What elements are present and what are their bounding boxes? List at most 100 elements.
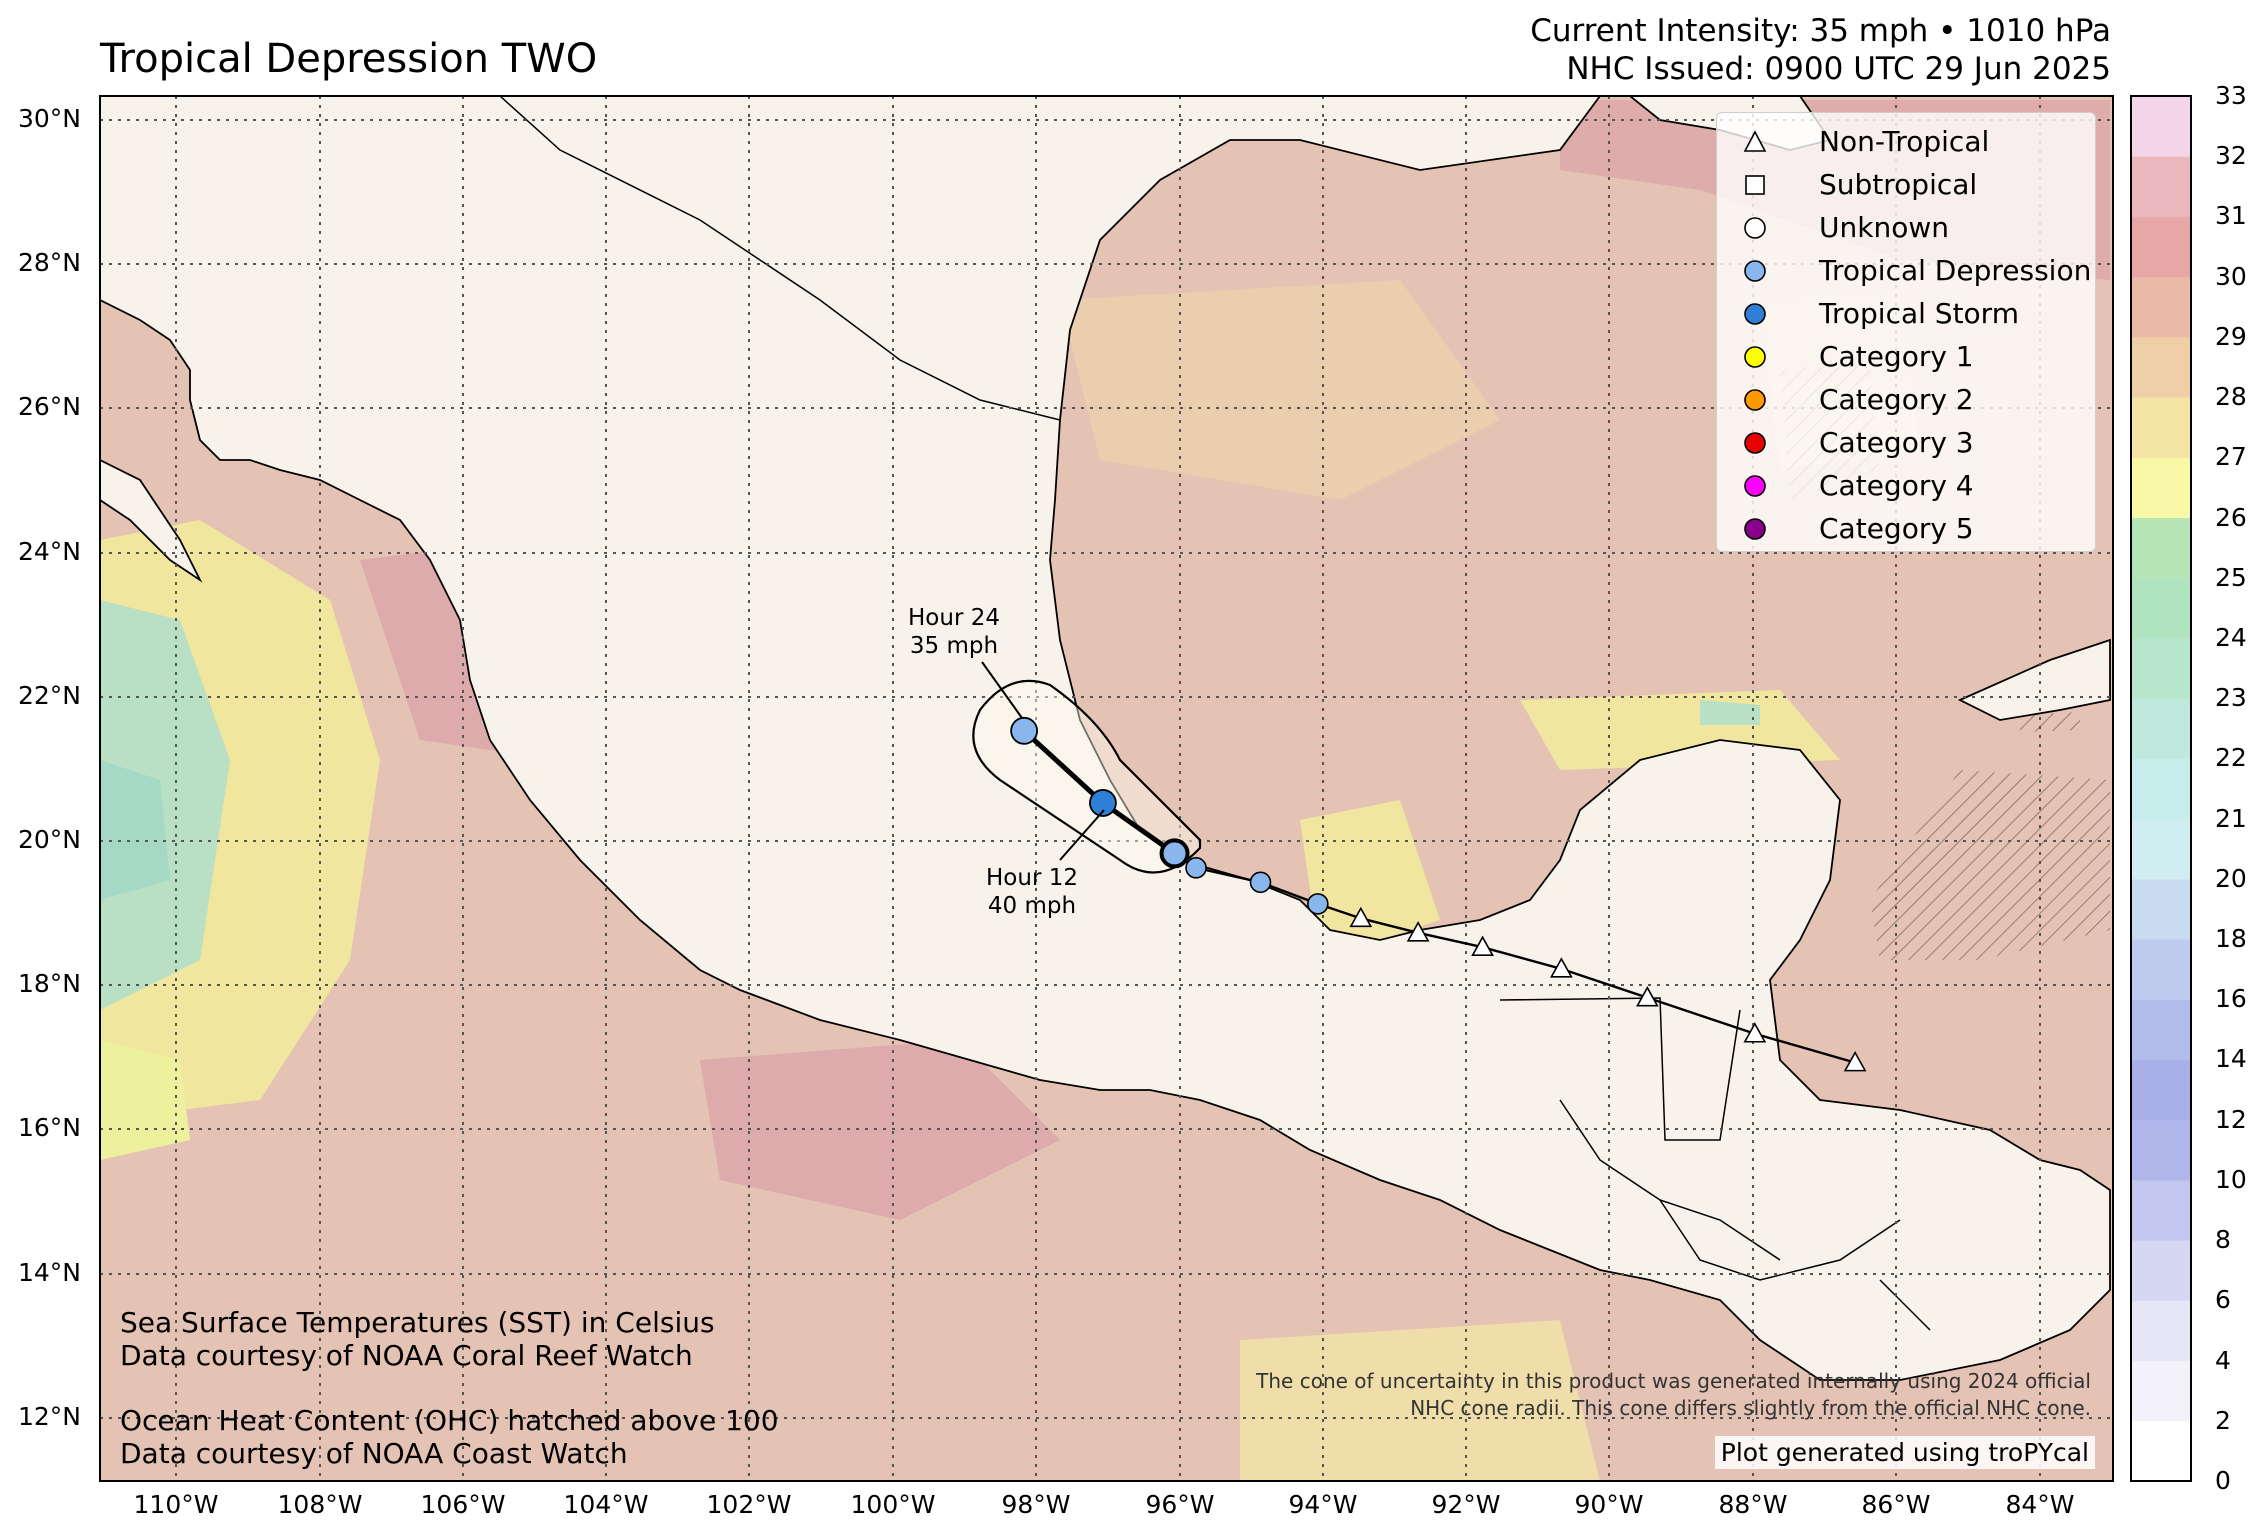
- lat-tick-label: 20°N: [18, 825, 82, 854]
- colorbar-segment: [2131, 878, 2191, 940]
- sst-note-line2: Data courtesy of NOAA Coral Reef Watch: [120, 1339, 693, 1372]
- circle-icon: [1744, 432, 1766, 454]
- hour-12-annotation: Hour 12 40 mph: [986, 864, 1078, 920]
- plot-credit: Plot generated using troPYcal: [1714, 1436, 2095, 1469]
- track-history-point: [1249, 871, 1272, 894]
- gridlines: [100, 96, 2113, 1481]
- circle-icon: [1744, 518, 1766, 540]
- legend: Non-Tropical Subtropical Unknown Tropica…: [1716, 112, 2096, 552]
- lon-tick-label: 84°W: [2005, 1490, 2075, 1519]
- legend-label: Category 1: [1819, 340, 1974, 373]
- colorbar-tick-label: 4: [2215, 1345, 2231, 1375]
- lon-tick-label: 90°W: [1574, 1490, 1644, 1519]
- map-frame: [99, 95, 2114, 1482]
- colorbar-tick-label: 28: [2215, 382, 2247, 412]
- lat-tick-label: 12°N: [18, 1402, 82, 1431]
- sst-note: Sea Surface Temperatures (SST) in Celsiu…: [120, 1306, 715, 1372]
- lon-tick-label: 100°W: [850, 1490, 936, 1519]
- lat-tick-label: 26°N: [18, 392, 82, 421]
- track-history-point: [1406, 921, 1430, 942]
- colorbar-tick-label: 18: [2215, 924, 2247, 954]
- colorbar-segment: [2131, 1179, 2191, 1241]
- colorbar-tick-label: 33: [2215, 81, 2247, 110]
- colorbar-segment: [2131, 758, 2191, 820]
- track-history-point: [1471, 935, 1494, 956]
- track-history-point: [1550, 957, 1573, 978]
- hour-12-leader: [1059, 809, 1105, 861]
- colorbar-tick-label: 29: [2215, 321, 2247, 351]
- legend-item-category-1: Category 1: [1717, 336, 2095, 379]
- legend-label: Category 3: [1819, 426, 1974, 459]
- colorbar-segment: [2131, 818, 2191, 880]
- circle-icon: [1744, 260, 1766, 282]
- page-title: Tropical Depression TWO: [100, 36, 598, 82]
- lat-tick-label: 28°N: [18, 248, 82, 277]
- track-history-point: [1843, 1050, 1867, 1072]
- lat-tick-label: 22°N: [18, 681, 82, 710]
- lon-tick-label: 96°W: [1145, 1490, 1215, 1519]
- legend-label: Category 5: [1819, 512, 1974, 545]
- colorbar-segment: [2131, 216, 2191, 278]
- colorbar-segment: [2131, 1360, 2191, 1422]
- legend-label: Subtropical: [1819, 168, 1978, 201]
- cone-disclaimer: The cone of uncertainty in this product …: [1256, 1368, 2091, 1422]
- colorbar-segment: [2131, 1240, 2191, 1301]
- colorbar-segment: [2131, 1059, 2191, 1121]
- triangle-icon: [1743, 130, 1767, 152]
- lon-tick-label: 102°W: [706, 1490, 792, 1519]
- track-history-point: [1743, 1022, 1767, 1043]
- forecast-point: [1010, 716, 1039, 745]
- colorbar-segment: [2131, 1300, 2191, 1362]
- legend-item-non-tropical: Non-Tropical: [1717, 121, 2095, 164]
- lat-tick-label: 14°N: [18, 1258, 82, 1287]
- colorbar-segment: [2131, 577, 2191, 639]
- colorbar-tick-label: 12: [2215, 1104, 2247, 1134]
- ohc-note: Ocean Heat Content (OHC) hatched above 1…: [120, 1404, 779, 1470]
- lat-tick-label: 24°N: [18, 537, 82, 566]
- baja-peninsula: [100, 458, 203, 583]
- legend-label: Tropical Depression: [1819, 254, 2092, 287]
- colorbar-segment: [2131, 698, 2191, 759]
- legend-item-category-2: Category 2: [1717, 379, 2095, 422]
- square-icon: [1745, 175, 1765, 195]
- colorbar-tick-label: 32: [2215, 141, 2247, 171]
- lon-tick-label: 88°W: [1718, 1490, 1788, 1519]
- circle-icon: [1744, 217, 1766, 239]
- colorbar-segment: [2131, 336, 2191, 398]
- ohc-note-line1: Ocean Heat Content (OHC) hatched above 1…: [120, 1404, 779, 1437]
- forecast-point: [1089, 789, 1117, 817]
- track-history-point: [1349, 906, 1373, 928]
- lat-tick-label: 30°N: [18, 104, 82, 133]
- colorbar-segment: [2131, 96, 2191, 157]
- legend-label: Category 2: [1819, 383, 1974, 416]
- circle-icon: [1744, 303, 1766, 325]
- current-intensity: Current Intensity: 35 mph • 1010 hPa: [1530, 13, 2111, 49]
- track-history-point: [1635, 986, 1659, 1007]
- legend-item-category-3: Category 3: [1717, 422, 2095, 465]
- colorbar-segment: [2131, 397, 2191, 458]
- nhc-issued: NHC Issued: 0900 UTC 29 Jun 2025: [1566, 51, 2111, 87]
- colorbar-frame: [2130, 95, 2192, 1482]
- circle-icon: [1744, 389, 1766, 411]
- colorbar-segment: [2131, 276, 2191, 338]
- colorbar-segment: [2131, 457, 2191, 519]
- lon-tick-label: 110°W: [133, 1490, 219, 1519]
- lon-tick-label: 104°W: [563, 1490, 649, 1519]
- colorbar-segment: [2131, 939, 2191, 1000]
- colorbar-tick-label: 14: [2215, 1044, 2247, 1074]
- hour-24-leader: [981, 661, 1023, 719]
- track-history-point: [1307, 893, 1329, 915]
- colorbar-tick-label: 27: [2215, 442, 2247, 472]
- colorbar-tick-label: 2: [2215, 1405, 2231, 1435]
- lon-tick-label: 86°W: [1861, 1490, 1931, 1519]
- legend-item-tropical-storm: Tropical Storm: [1717, 293, 2095, 336]
- legend-item-category-5: Category 5: [1717, 508, 2095, 551]
- legend-item-tropical-depression: Tropical Depression: [1717, 250, 2095, 293]
- colorbar-tick-label: 21: [2215, 803, 2247, 833]
- current-position-marker: [1159, 838, 1190, 869]
- legend-label: Non-Tropical: [1819, 125, 1990, 158]
- ohc-note-line2: Data courtesy of NOAA Coast Watch: [120, 1437, 628, 1470]
- hour-24-speed: 35 mph: [909, 633, 999, 659]
- hour-12-label: Hour 12: [986, 865, 1078, 891]
- colorbar-tick-label: 22: [2215, 743, 2247, 773]
